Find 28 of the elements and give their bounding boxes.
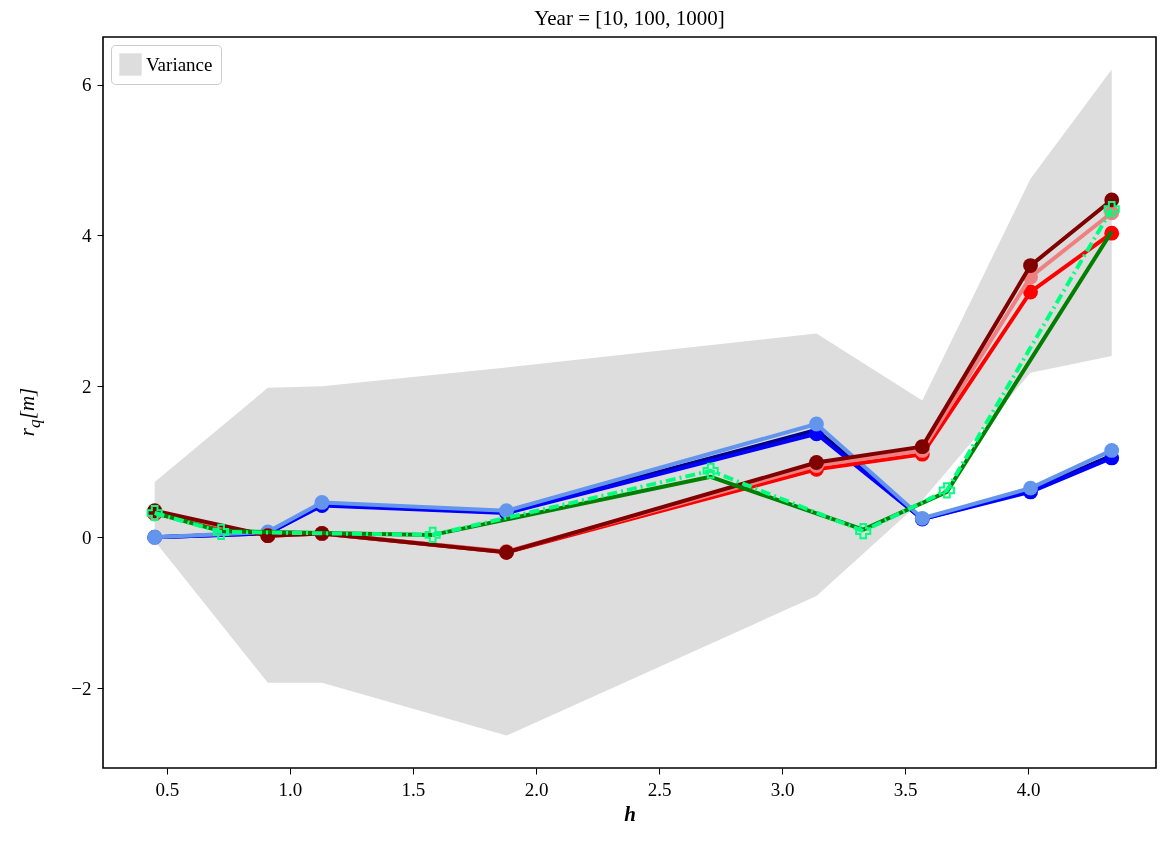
legend-label: Variance xyxy=(146,53,213,75)
point xyxy=(914,439,930,455)
x-tick-label: 1.0 xyxy=(278,778,303,800)
y-tick-label: 4 xyxy=(82,224,92,246)
x-tick-label: 0.5 xyxy=(155,778,180,800)
point xyxy=(424,526,441,543)
point xyxy=(1103,200,1120,218)
point xyxy=(1023,258,1038,273)
point xyxy=(1104,443,1120,458)
point xyxy=(809,416,824,432)
point xyxy=(1023,284,1038,300)
point xyxy=(938,482,955,499)
y-tick-label: −2 xyxy=(71,677,92,699)
y-tick-label: 2 xyxy=(82,375,92,397)
x-tick-label: 1.5 xyxy=(401,778,426,800)
point xyxy=(855,523,872,540)
point xyxy=(702,462,719,479)
x-tick-label: 2.5 xyxy=(647,778,672,800)
x-tick-label: 4.0 xyxy=(1016,778,1041,800)
point xyxy=(1023,480,1038,496)
y-tick-label: 0 xyxy=(82,526,92,548)
chart-title: Year = [10, 100, 1000] xyxy=(534,6,725,30)
x-tick-label: 3.5 xyxy=(893,778,918,800)
x-tick-label: 3.0 xyxy=(770,778,795,800)
point xyxy=(213,523,230,540)
x-tick-label: 2.0 xyxy=(524,778,549,800)
x-axis-title: h xyxy=(624,801,636,826)
y-tick-label: 6 xyxy=(82,74,92,96)
